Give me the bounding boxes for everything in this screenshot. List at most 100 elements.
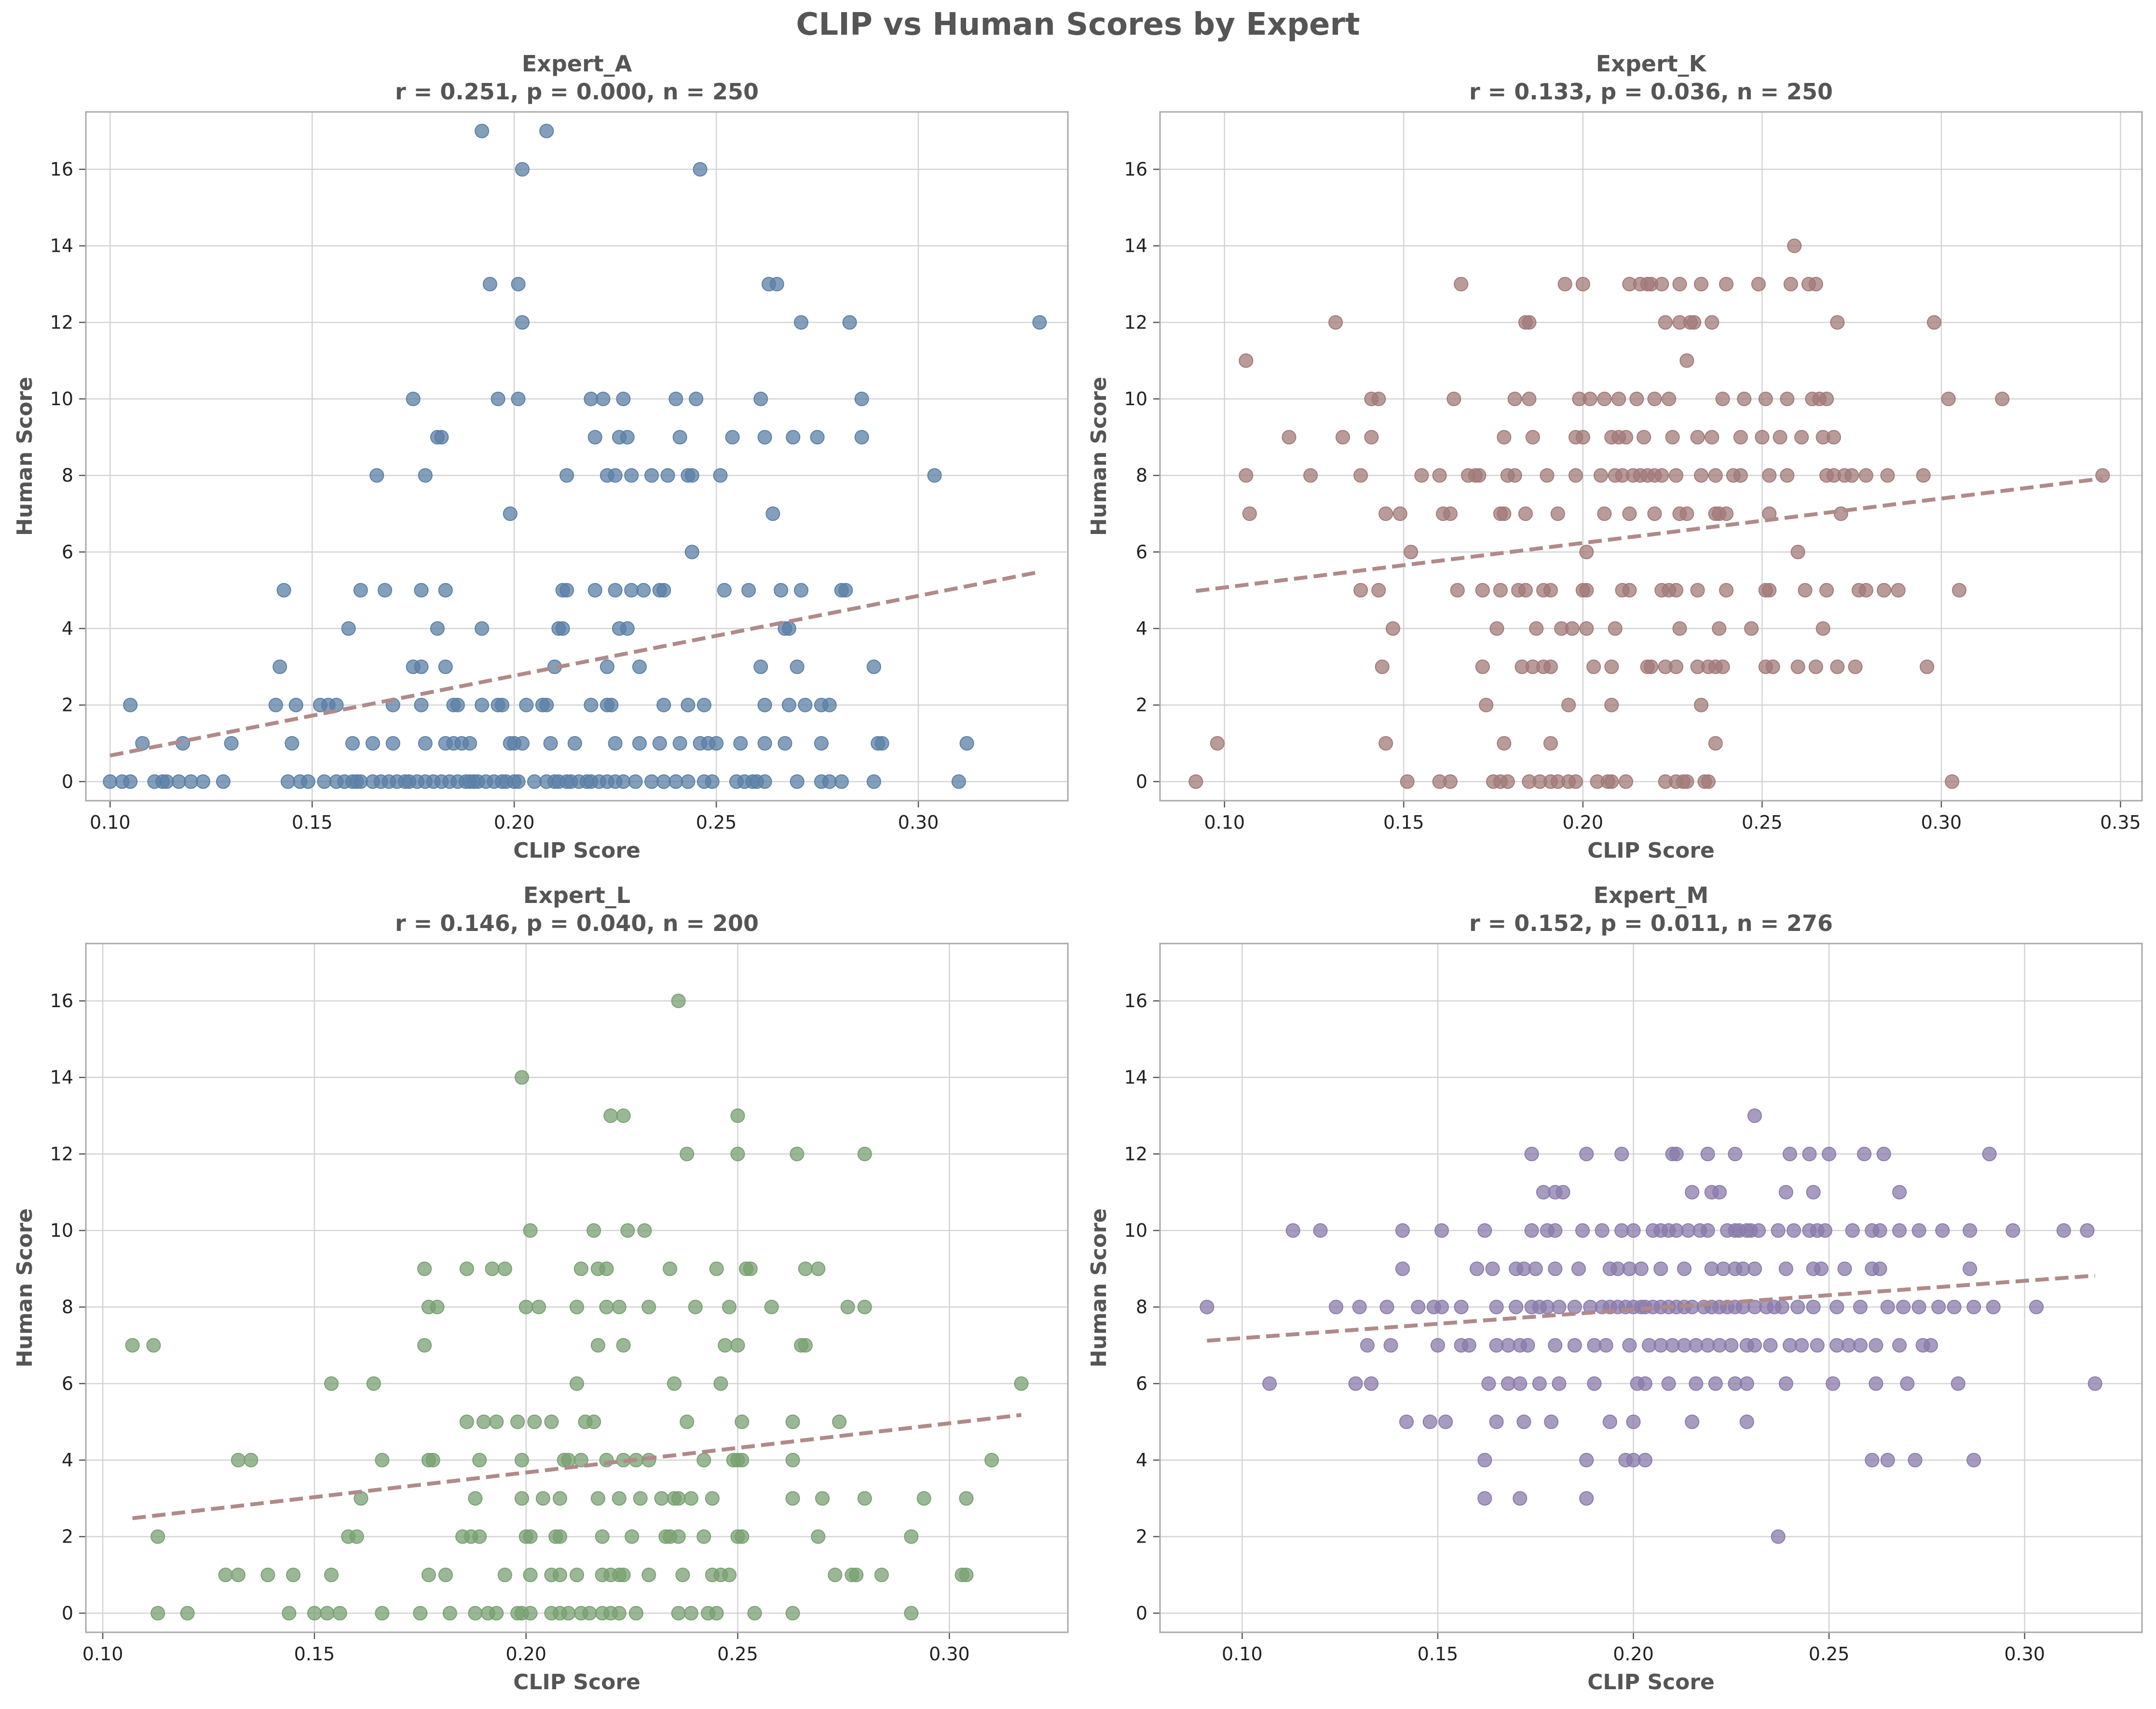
data-point [587,1223,601,1238]
data-point [1579,583,1594,598]
data-point [1378,736,1393,751]
data-point [459,1414,474,1429]
data-point [1826,430,1841,445]
data-point [1780,468,1795,483]
data-point [1892,1223,1907,1238]
data-point [722,1568,737,1582]
data-point [1622,583,1637,598]
data-point [491,392,505,406]
data-point [1481,1376,1496,1391]
data-point [244,1453,259,1467]
data-point [1516,1414,1531,1429]
data-point [1282,430,1296,445]
data-point [1733,430,1748,445]
data-point [519,697,534,712]
data-point [733,736,748,751]
data-point [798,697,813,712]
data-point [1728,1147,1743,1162]
data-point [417,1338,432,1353]
data-point [349,1529,364,1544]
data-point [1794,430,1809,445]
data-point [1920,659,1935,674]
data-point [616,1108,631,1123]
data-point [1618,774,1633,789]
data-point [1395,1223,1410,1238]
data-point [637,1223,652,1238]
data-point [1931,1299,1946,1314]
data-point [1690,583,1705,598]
data-point [904,1606,919,1621]
data-point [1434,1223,1449,1238]
data-point [1966,1299,1981,1314]
x-tick-label: 0.20 [1563,812,1604,833]
data-point [438,583,453,598]
x-tick-label: 0.30 [2004,1643,2045,1665]
data-point [475,123,490,138]
data-point [959,1491,974,1506]
data-point [438,1568,453,1582]
data-point [1454,277,1469,291]
data-point [1378,506,1393,521]
data-point [324,1568,339,1582]
data-point [1778,1185,1793,1200]
data-point [1622,1338,1637,1353]
data-point [1872,1261,1887,1276]
data-point [1808,659,1823,674]
data-point [1747,1261,1762,1276]
data-point [660,468,675,483]
data-point [1677,1261,1692,1276]
data-point [1810,1338,1825,1353]
data-point [1945,774,1960,789]
y-tick-label: 8 [1136,1297,1147,1318]
data-point [1513,1376,1528,1391]
data-point [561,1606,576,1621]
data-point [1443,774,1458,789]
y-tick-label: 14 [50,235,73,257]
data-point [1353,468,1368,483]
data-point [620,430,635,445]
data-point [1446,392,1461,406]
y-tick-label: 4 [62,1449,73,1471]
data-point [1608,621,1623,636]
data-point [1771,1529,1786,1544]
data-point [1637,1453,1652,1467]
data-point [1822,1147,1837,1162]
data-point [539,123,554,138]
data-point [475,621,490,636]
data-point [523,1568,538,1582]
data-point [1543,736,1558,751]
data-point [1454,1299,1469,1314]
data-point [798,1338,813,1353]
data-point [1880,468,1895,483]
data-point [1400,774,1415,789]
data-point [1715,659,1730,674]
data-point [573,1261,588,1276]
data-point [1543,583,1558,598]
data-point [632,659,647,674]
data-point [616,1338,631,1353]
subplot-expert-l: 0.10 0.15 0.20 0.25 0.30 0 2 4 6 8 10 12 14 16 Expert_… [13,882,1069,1695]
data-point [1719,583,1734,598]
data-point [1210,736,1225,751]
data-point [1470,1261,1485,1276]
data-point [1239,468,1254,483]
data-point [1694,468,1709,483]
y-tick-label: 10 [1124,1220,1147,1241]
y-tick-label: 0 [1136,771,1147,792]
data-point [1438,1414,1453,1429]
subplot-expert-a: 0.10 0.15 0.20 0.25 0.30 0 2 4 6 8 10 12 14 16 Expert_… [13,51,1069,863]
data-point [503,506,518,521]
data-point [300,774,315,789]
data-point [811,1529,826,1544]
data-point [838,583,853,598]
data-point [671,1529,686,1544]
data-point [150,1606,165,1621]
data-point [1963,1223,1978,1238]
data-point [511,392,526,406]
data-point [735,1453,750,1467]
data-point [515,162,530,177]
data-point [624,583,639,598]
data-point [1461,1338,1476,1353]
data-point [672,736,687,751]
data-point [523,1606,538,1621]
